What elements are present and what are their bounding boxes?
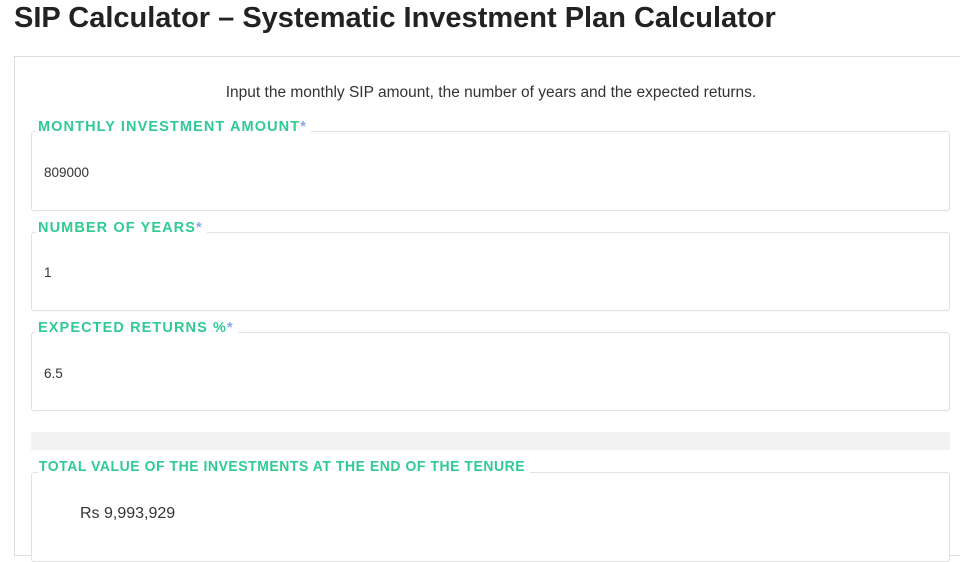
label-text: NUMBER OF YEARS bbox=[38, 220, 197, 236]
divider-bar bbox=[31, 432, 950, 450]
label-text: EXPECTED RETURNS % bbox=[38, 320, 227, 336]
monthly-investment-label: MONTHLY INVESTMENT AMOUNT* bbox=[36, 119, 311, 135]
returns-input[interactable] bbox=[44, 366, 844, 381]
result-value: Rs 9,993,929 bbox=[80, 505, 176, 522]
label-text: MONTHLY INVESTMENT AMOUNT bbox=[38, 119, 301, 135]
page-title: SIP Calculator – Systematic Investment P… bbox=[14, 2, 776, 34]
required-marker: * bbox=[227, 320, 234, 336]
years-input[interactable] bbox=[44, 265, 844, 280]
monthly-investment-input[interactable] bbox=[44, 165, 844, 180]
required-marker: * bbox=[300, 119, 307, 135]
required-marker: * bbox=[196, 220, 203, 236]
result-label: TOTAL VALUE OF THE INVESTMENTS AT THE EN… bbox=[38, 458, 530, 475]
returns-label: EXPECTED RETURNS %* bbox=[36, 320, 238, 336]
intro-text: Input the monthly SIP amount, the number… bbox=[225, 84, 757, 101]
years-label: NUMBER OF YEARS* bbox=[36, 220, 207, 236]
